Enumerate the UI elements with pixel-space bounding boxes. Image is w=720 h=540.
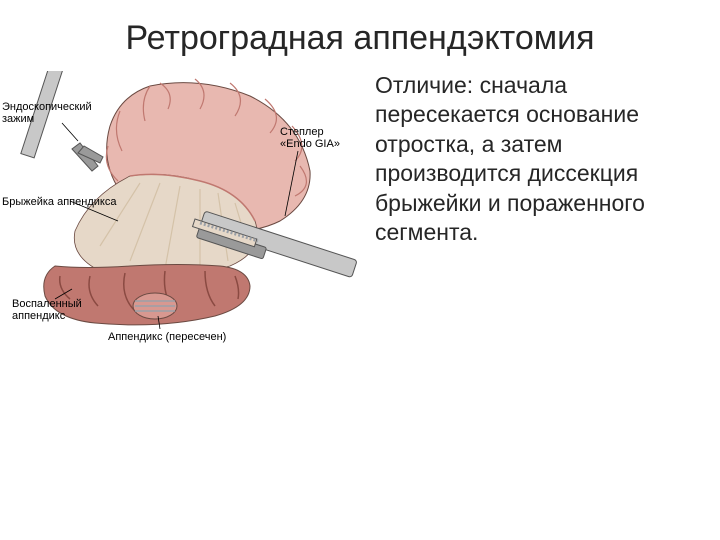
label-endoscopic-clamp: Эндоскопический зажим bbox=[2, 101, 92, 125]
page-title: Ретроградная аппендэктомия bbox=[0, 0, 720, 59]
label-stapler: Степлер «Endo GIA» bbox=[280, 126, 340, 150]
label-appendix-cut: Аппендикс (пересечен) bbox=[108, 331, 226, 343]
label-mesoappendix: Брыжейка аппендикса bbox=[2, 196, 116, 208]
content-row: Эндоскопический зажим Брыжейка аппендикс… bbox=[0, 71, 720, 371]
surgical-illustration: Эндоскопический зажим Брыжейка аппендикс… bbox=[0, 71, 365, 371]
label-inflamed-appendix: Воспаленный аппендикс bbox=[12, 298, 82, 322]
body-text: Отличие: сначала пересекается основание … bbox=[365, 71, 720, 371]
